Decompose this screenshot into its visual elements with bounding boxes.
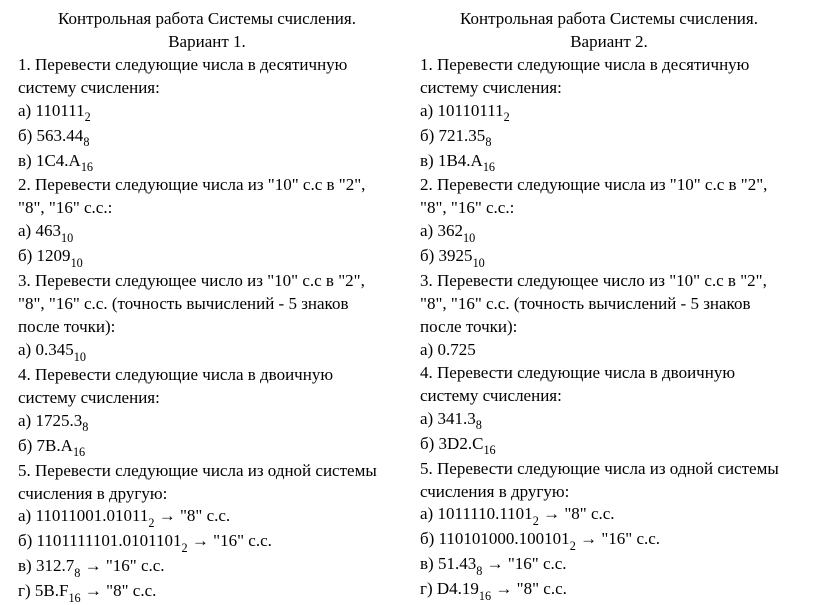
subscript: 10 bbox=[473, 256, 485, 270]
text-line: 2. Перевести следующие числа из "10" с.с… bbox=[420, 174, 798, 197]
subscript: 8 bbox=[476, 564, 482, 578]
title-line-1: Контрольная работа Системы счисления. bbox=[18, 8, 396, 31]
text-line: б) 721.358 bbox=[420, 125, 798, 150]
text-line: а) 1725.38 bbox=[18, 410, 396, 435]
subscript: 16 bbox=[479, 589, 491, 603]
text-line: а) 1101112 bbox=[18, 100, 396, 125]
subscript: 10 bbox=[74, 350, 86, 364]
subscript: 2 bbox=[148, 516, 154, 530]
text-line: 3. Перевести следующее число из "10" с.с… bbox=[18, 270, 396, 293]
column-variant-1: Контрольная работа Системы счисления. Ва… bbox=[18, 8, 396, 576]
text-line: а) 0.725 bbox=[420, 339, 798, 362]
text-line: в) 1C4.A16 bbox=[18, 150, 396, 175]
text-line: 2. Перевести следующие числа из "10" с.с… bbox=[18, 174, 396, 197]
subscript: 2 bbox=[182, 541, 188, 555]
subscript: 16 bbox=[81, 160, 93, 174]
text-line: а) 46310 bbox=[18, 220, 396, 245]
title-line-2: Вариант 2. bbox=[420, 31, 798, 54]
column-variant-2: Контрольная работа Системы счисления. Ва… bbox=[420, 8, 798, 576]
text-line: в) 51.438 → "16" с.с. bbox=[420, 553, 798, 578]
body-variant-2: 1. Перевести следующие числа в десятичну… bbox=[420, 54, 798, 603]
text-line: "8", "16" с.с.: bbox=[420, 197, 798, 220]
subscript: 10 bbox=[61, 231, 73, 245]
text-line: систему счисления: bbox=[420, 77, 798, 100]
text-line: "8", "16" с.с.: bbox=[18, 197, 396, 220]
subscript: 2 bbox=[570, 539, 576, 553]
text-line: систему счисления: bbox=[420, 385, 798, 408]
subscript: 16 bbox=[73, 445, 85, 459]
text-line: после точки): bbox=[420, 316, 798, 339]
text-line: а) 1011110.11012 → "8" с.с. bbox=[420, 503, 798, 528]
text-line: б) 110101000.1001012 → "16" с.с. bbox=[420, 528, 798, 553]
text-line: б) 3D2.C16 bbox=[420, 433, 798, 458]
text-line: в) 312.78 → "16" с.с. bbox=[18, 555, 396, 580]
text-line: счисления в другую: bbox=[18, 483, 396, 506]
title-line-1: Контрольная работа Системы счисления. bbox=[420, 8, 798, 31]
subscript: 8 bbox=[83, 135, 89, 149]
subscript: 16 bbox=[483, 443, 495, 457]
text-line: после точки): bbox=[18, 316, 396, 339]
subscript: 2 bbox=[504, 110, 510, 124]
subscript: 2 bbox=[85, 110, 91, 124]
text-line: 1. Перевести следующие числа в десятичну… bbox=[420, 54, 798, 77]
subscript: 8 bbox=[74, 566, 80, 580]
text-line: а) 36210 bbox=[420, 220, 798, 245]
text-line: счисления в другую: bbox=[420, 481, 798, 504]
subscript: 8 bbox=[485, 135, 491, 149]
text-line: систему счисления: bbox=[18, 77, 396, 100]
text-line: а) 11011001.010112 → "8" с.с. bbox=[18, 505, 396, 530]
text-line: а) 341.38 bbox=[420, 408, 798, 433]
text-line: 5. Перевести следующие числа из одной си… bbox=[18, 460, 396, 483]
text-line: 1. Перевести следующие числа в десятичну… bbox=[18, 54, 396, 77]
text-line: 3. Перевести следующее число из "10" с.с… bbox=[420, 270, 798, 293]
text-line: б) 392510 bbox=[420, 245, 798, 270]
text-line: а) 0.34510 bbox=[18, 339, 396, 364]
subscript: 10 bbox=[463, 231, 475, 245]
text-line: б) 563.448 bbox=[18, 125, 396, 150]
subscript: 8 bbox=[82, 420, 88, 434]
title-line-2: Вариант 1. bbox=[18, 31, 396, 54]
text-line: 4. Перевести следующие числа в двоичную bbox=[18, 364, 396, 387]
text-line: 4. Перевести следующие числа в двоичную bbox=[420, 362, 798, 385]
subscript: 16 bbox=[483, 160, 495, 174]
subscript: 2 bbox=[533, 514, 539, 528]
text-line: б) 7B.A16 bbox=[18, 435, 396, 460]
subscript: 10 bbox=[71, 256, 83, 270]
text-line: "8", "16" с.с. (точность вычислений - 5 … bbox=[18, 293, 396, 316]
subscript: 8 bbox=[476, 418, 482, 432]
text-line: 5. Перевести следующие числа из одной си… bbox=[420, 458, 798, 481]
text-line: систему счисления: bbox=[18, 387, 396, 410]
text-line: "8", "16" с.с. (точность вычислений - 5 … bbox=[420, 293, 798, 316]
text-line: б) 1101111101.01011012 → "16" с.с. bbox=[18, 530, 396, 555]
subscript: 16 bbox=[68, 591, 80, 605]
body-variant-1: 1. Перевести следующие числа в десятичну… bbox=[18, 54, 396, 605]
text-line: а) 101101112 bbox=[420, 100, 798, 125]
text-line: б) 120910 bbox=[18, 245, 396, 270]
text-line: г) D4.1916 → "8" с.с. bbox=[420, 578, 798, 603]
text-line: в) 1B4.A16 bbox=[420, 150, 798, 175]
